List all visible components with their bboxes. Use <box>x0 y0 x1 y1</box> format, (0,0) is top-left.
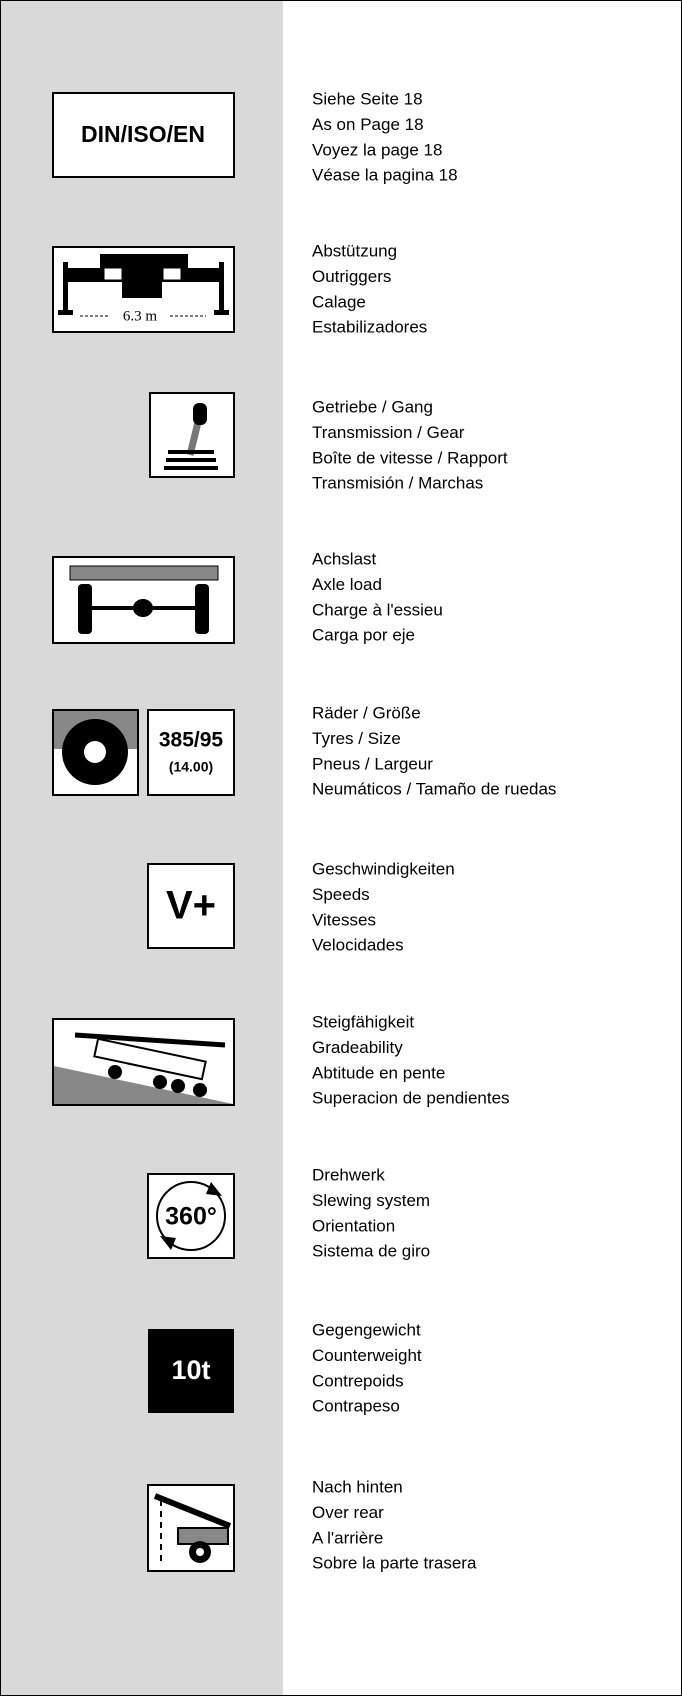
icon-label: 385/95 <box>159 729 224 752</box>
description-line: Drehwerk <box>312 1165 385 1184</box>
description-line: Sobre la parte trasera <box>312 1554 477 1573</box>
description-line: Orientation <box>312 1216 395 1235</box>
text-column: Siehe Seite 18 As on Page 18 Voyez la page… <box>312 89 556 1572</box>
icon-label: 6.3 m <box>123 308 158 324</box>
description-line: Transmisión / Marchas <box>312 474 483 493</box>
description-line: Getriebe / Gang <box>312 397 433 416</box>
description-line: Counterweight <box>312 1346 422 1365</box>
description-line: Calage <box>312 292 366 311</box>
icon-axle <box>52 556 235 644</box>
description-line: Siehe Seite 18 <box>312 89 423 108</box>
description-line: Pneus / Largeur <box>312 754 433 773</box>
icon-gradeability <box>52 1018 235 1106</box>
icon-din: DIN/ISO/EN <box>52 92 235 178</box>
description-line: Vitesses <box>312 910 376 929</box>
description-line: Geschwindigkeiten <box>312 859 455 878</box>
description-line: Boîte de vitesse / Rapport <box>312 448 508 467</box>
description-line: Contrepoids <box>312 1371 404 1390</box>
icon-over-rear <box>147 1484 235 1572</box>
icon-outriggers: 6.3 m <box>52 246 235 333</box>
description-line: Abstützung <box>312 241 397 260</box>
icon-gear <box>149 392 235 478</box>
icon-label: 360° <box>165 1203 217 1231</box>
description-line: Speeds <box>312 885 370 904</box>
description-line: Charge à l'essieu <box>312 600 443 619</box>
icon-label: V+ <box>166 884 216 928</box>
description-line: Contrapeso <box>312 1397 400 1416</box>
description-line: Carga por eje <box>312 626 415 645</box>
icon-slewing: 360° <box>147 1173 235 1259</box>
description-line: Axle load <box>312 575 382 594</box>
description-line: A l'arrière <box>312 1528 383 1547</box>
description-line: Outriggers <box>312 267 391 286</box>
description-line: Voyez la page 18 <box>312 140 442 159</box>
description-line: Abtitude en pente <box>312 1063 445 1082</box>
description-line: Steigfähigkeit <box>312 1012 414 1031</box>
icon-counterweight: 10t <box>148 1329 234 1413</box>
description-line: Neumáticos / Tamaño de ruedas <box>312 780 556 799</box>
icon-label: (14.00) <box>169 759 213 775</box>
description-line: As on Page 18 <box>312 115 424 134</box>
icon-tyre: 385/95 (14.00) <box>52 709 235 796</box>
description-line: Gradeability <box>312 1038 403 1057</box>
description-line: Slewing system <box>312 1191 430 1210</box>
description-line: Sistema de giro <box>312 1242 430 1261</box>
icon-label: 10t <box>171 1355 210 1385</box>
description-line: Superacion de pendientes <box>312 1089 510 1108</box>
icon-speed: V+ <box>147 863 235 949</box>
description-line: Tyres / Size <box>312 729 401 748</box>
description-line: Estabilizadores <box>312 318 427 337</box>
description-line: Véase la pagina 18 <box>312 166 458 185</box>
icon-label: DIN/ISO/EN <box>81 121 205 147</box>
description-line: Over rear <box>312 1503 384 1522</box>
description-line: Gegengewicht <box>312 1320 421 1339</box>
description-line: Nach hinten <box>312 1477 403 1496</box>
description-line: Transmission / Gear <box>312 423 465 442</box>
description-line: Räder / Größe <box>312 703 421 722</box>
description-line: Achslast <box>312 549 377 568</box>
description-line: Velocidades <box>312 936 404 955</box>
